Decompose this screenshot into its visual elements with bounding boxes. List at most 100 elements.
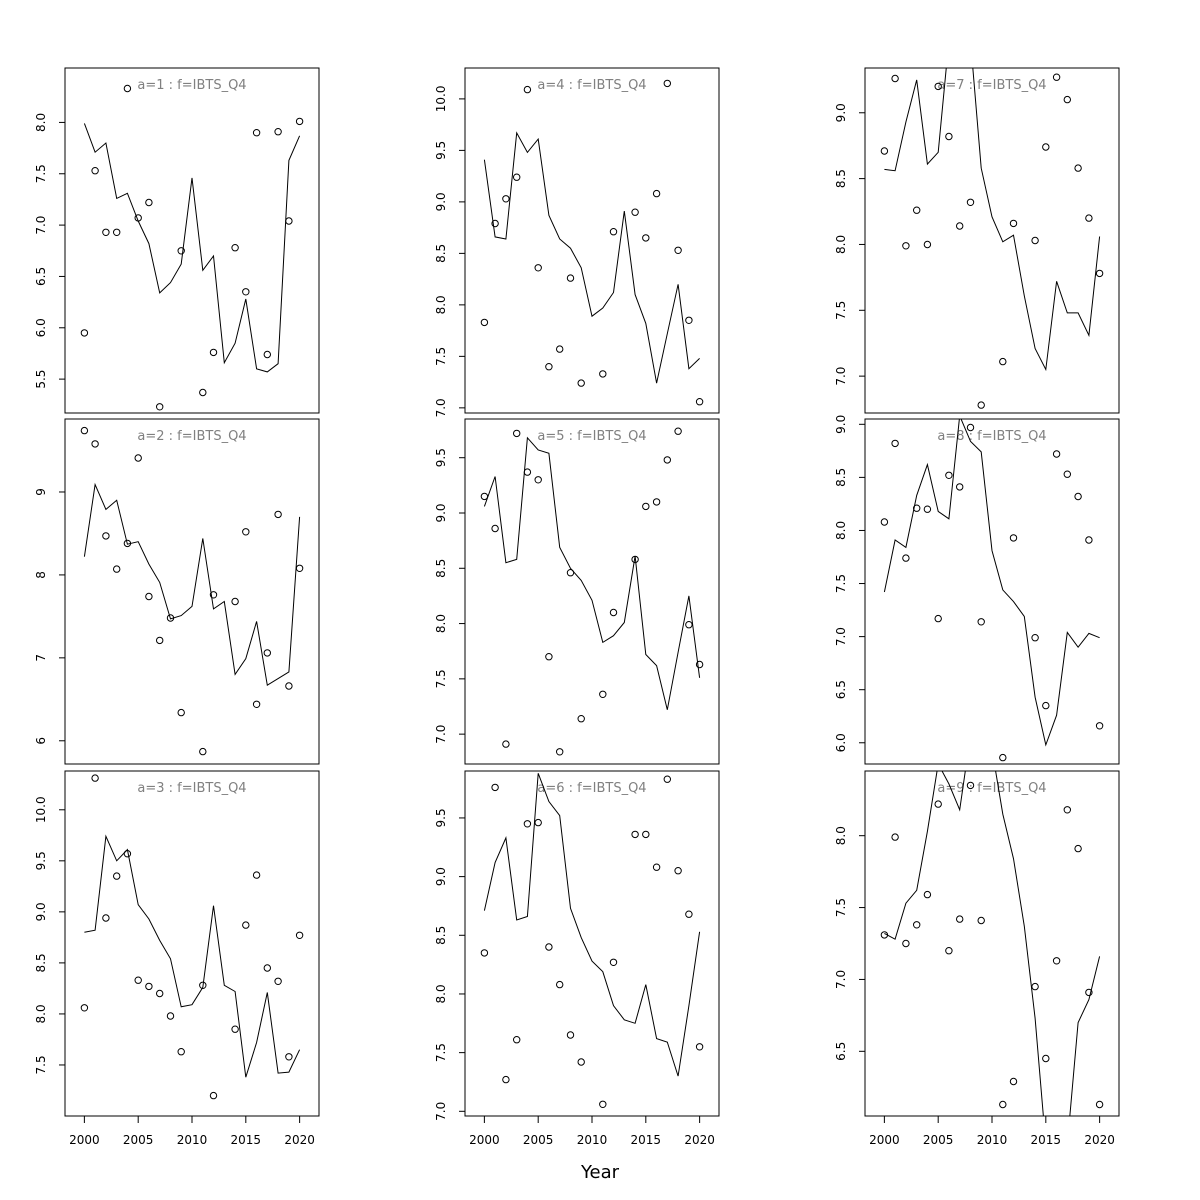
- observed-point: [545, 943, 553, 951]
- observed-point: [556, 980, 564, 989]
- x-tick-label: 2020: [284, 1133, 315, 1147]
- y-tick-label: 8.5: [834, 468, 848, 487]
- observed-point: [534, 818, 542, 827]
- observed-point: [977, 618, 985, 626]
- observed-point: [199, 981, 207, 989]
- observed-point: [123, 850, 132, 858]
- observed-point: [209, 591, 218, 599]
- y-tick-label: 8.5: [34, 953, 48, 972]
- observed-point: [166, 614, 175, 622]
- panel-frame: [864, 67, 1120, 414]
- y-tick-label: 7.5: [434, 1043, 448, 1062]
- observed-point: [609, 228, 618, 236]
- observed-point: [631, 208, 639, 216]
- observed-point: [685, 910, 693, 918]
- observed-point: [902, 554, 910, 562]
- y-tick-label: 8.0: [434, 614, 448, 633]
- observed-point: [945, 471, 953, 479]
- y-tick-label: 7.0: [834, 367, 848, 386]
- y-tick-label: 10.0: [434, 86, 448, 113]
- y-tick-label: 8.5: [834, 169, 848, 188]
- x-tick-label: 2010: [977, 1133, 1008, 1147]
- y-tick-label: 9.0: [434, 192, 448, 211]
- observed-point: [145, 198, 153, 207]
- observed-point: [113, 565, 121, 573]
- observed-point: [534, 264, 542, 272]
- observed-point: [523, 85, 532, 94]
- y-tick-label: 10.0: [34, 796, 48, 823]
- panel-title: a=9 : f=IBTS_Q4: [937, 781, 1046, 796]
- y-tick-label: 7.0: [434, 1102, 448, 1121]
- observed-point: [263, 350, 271, 359]
- observed-point: [577, 379, 585, 387]
- x-tick-label: 2000: [469, 1133, 500, 1147]
- panel-a1: 5.5 6.0 6.5 7.0 7.5 8.0 a=1 : f=IBTS_Q4: [34, 67, 320, 414]
- observed-point: [556, 345, 564, 353]
- observed-point: [274, 128, 282, 136]
- y-tick-label: 9: [34, 488, 48, 496]
- observed-point: [534, 476, 542, 484]
- y-tick-label: 8.0: [434, 295, 448, 314]
- observed-point: [902, 242, 910, 250]
- observed-point: [123, 84, 132, 93]
- observed-point: [252, 700, 261, 708]
- y-tick-label: 9.0: [834, 415, 848, 434]
- observed-point: [295, 564, 304, 572]
- y-tick-label: 7.0: [434, 725, 448, 744]
- observed-point: [231, 244, 239, 252]
- x-tick-label: 2005: [123, 1133, 154, 1147]
- observed-point: [674, 867, 682, 875]
- y-tick-label: 7.0: [34, 216, 48, 235]
- observed-point: [1085, 536, 1093, 544]
- observed-point: [242, 528, 250, 536]
- observed-point: [956, 222, 964, 230]
- observed-point: [1095, 269, 1104, 278]
- y-tick-label: 9.5: [434, 448, 448, 467]
- y-tick-label: 9.5: [434, 808, 448, 827]
- observed-point: [156, 989, 164, 998]
- y-tick-label: 9.0: [34, 902, 48, 921]
- observed-point: [652, 498, 661, 506]
- y-tick-label: 8.0: [34, 1004, 48, 1023]
- observed-point: [1063, 806, 1072, 814]
- observed-point: [674, 246, 682, 255]
- observed-point: [642, 502, 650, 511]
- observed-point: [880, 147, 889, 155]
- y-tick-label: 6: [34, 737, 48, 745]
- observed-point: [1031, 982, 1039, 991]
- observed-point: [999, 1100, 1007, 1109]
- observed-point: [285, 217, 293, 225]
- y-tick-label: 9.5: [434, 141, 448, 160]
- observed-point: [123, 539, 132, 548]
- y-tick-label: 9.0: [834, 103, 848, 122]
- observed-point: [891, 833, 899, 841]
- observed-point: [1074, 844, 1082, 853]
- observed-point: [1052, 957, 1061, 965]
- observed-point: [231, 597, 239, 606]
- panel-frame: [464, 418, 720, 765]
- observed-point: [1042, 143, 1050, 151]
- x-tick-label: 2010: [177, 1133, 208, 1147]
- observed-point: [491, 524, 499, 533]
- observed-point: [545, 653, 553, 661]
- panel-a9: 6.5 7.0 7.5 8.0 a=9 : f=IBTS_Q4: [834, 770, 1120, 1117]
- observed-point: [599, 370, 607, 378]
- panel-frame: [64, 67, 320, 414]
- fitted-line: [84, 834, 301, 1078]
- observed-point: [566, 1031, 575, 1039]
- observed-point: [285, 1053, 293, 1061]
- observed-point: [966, 198, 975, 207]
- y-tick-label: 7.5: [434, 669, 448, 688]
- panel-a6: 7.0 7.5 8.0 8.5 9.0 9.5 a=6 : f=IBTS_Q4: [434, 770, 720, 1121]
- observed-point: [513, 429, 521, 438]
- observed-point: [491, 783, 499, 792]
- panel-title: a=4 : f=IBTS_Q4: [537, 78, 646, 93]
- x-tick-label: 2015: [1031, 1133, 1062, 1147]
- y-tick-label: 7.5: [34, 164, 48, 183]
- observed-point: [199, 388, 207, 397]
- x-axis-col1: 2000 2005 2010 2015 2020: [69, 1115, 315, 1147]
- observed-point: [1052, 73, 1061, 81]
- observed-point: [577, 1058, 585, 1066]
- observed-point: [566, 569, 575, 577]
- fitted-line: [83, 123, 301, 373]
